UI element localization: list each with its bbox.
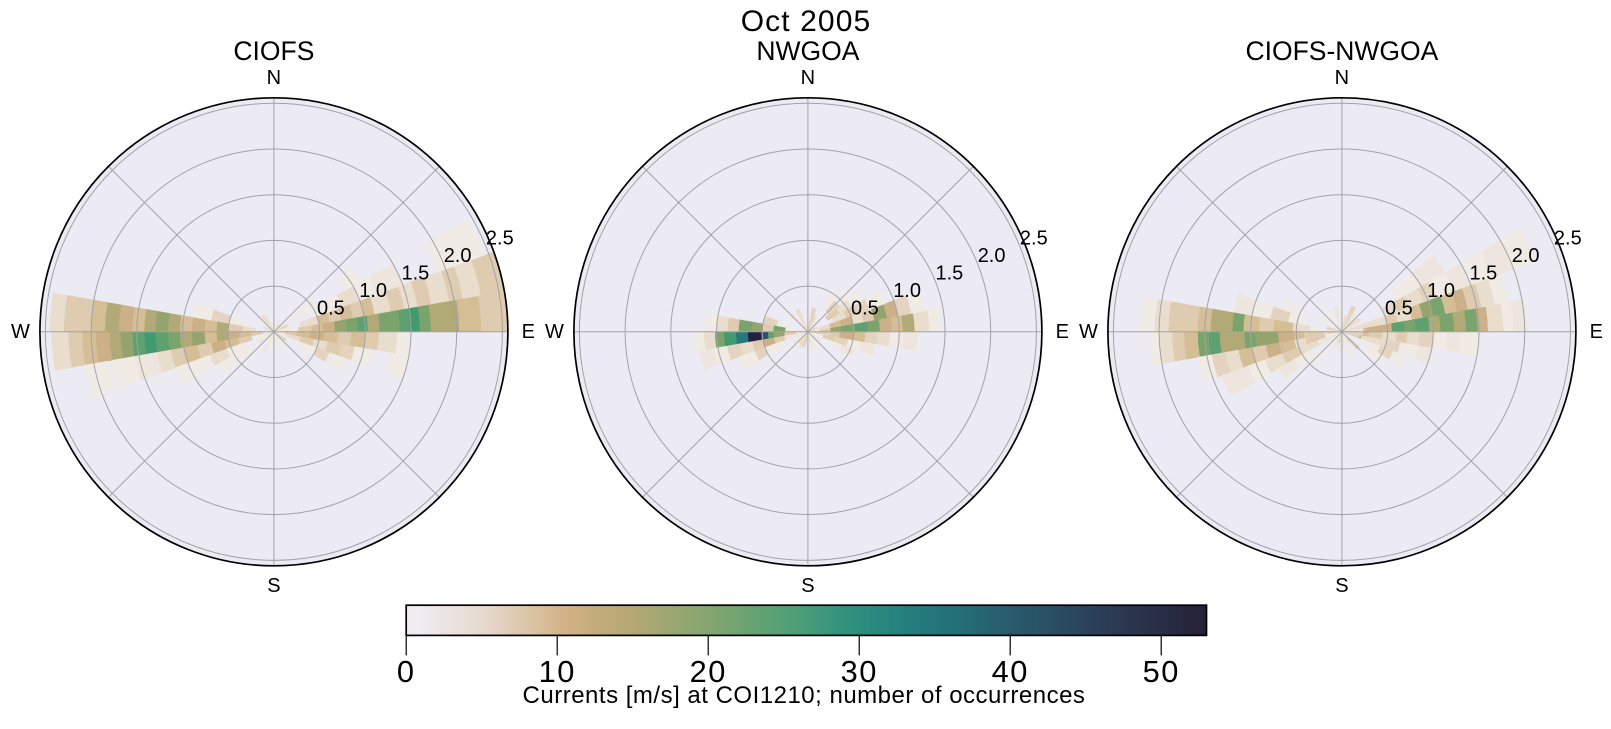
svg-text:2.0: 2.0: [1512, 245, 1540, 267]
svg-text:N: N: [1335, 67, 1349, 89]
svg-text:E: E: [1590, 321, 1603, 343]
svg-text:W: W: [11, 321, 30, 343]
svg-text:2.5: 2.5: [1020, 228, 1048, 250]
svg-text:0.5: 0.5: [317, 298, 345, 320]
svg-text:1.0: 1.0: [359, 280, 387, 302]
svg-text:2.0: 2.0: [444, 245, 472, 267]
svg-text:S: S: [801, 575, 814, 597]
svg-text:N: N: [801, 67, 815, 89]
svg-text:E: E: [1056, 321, 1069, 343]
svg-text:1.5: 1.5: [401, 263, 429, 285]
svg-text:10: 10: [539, 654, 576, 689]
svg-text:W: W: [545, 321, 564, 343]
svg-text:N: N: [267, 67, 281, 89]
svg-text:1.5: 1.5: [1469, 263, 1497, 285]
svg-text:2.5: 2.5: [1554, 228, 1582, 250]
svg-text:20: 20: [690, 654, 727, 689]
svg-text:0.5: 0.5: [1385, 298, 1413, 320]
svg-text:2.0: 2.0: [978, 245, 1006, 267]
svg-text:1.0: 1.0: [893, 280, 921, 302]
svg-text:40: 40: [992, 654, 1029, 689]
svg-text:W: W: [1079, 321, 1098, 343]
svg-text:S: S: [267, 575, 280, 597]
svg-text:S: S: [1335, 575, 1348, 597]
svg-text:CIOFS-NWGOA: CIOFS-NWGOA: [1245, 36, 1438, 66]
svg-text:1.5: 1.5: [935, 263, 963, 285]
svg-text:E: E: [522, 321, 535, 343]
svg-text:NWGOA: NWGOA: [756, 36, 859, 66]
svg-text:Currents [m/s] at COI1210; num: Currents [m/s] at COI1210; number of occ…: [523, 682, 1086, 709]
svg-text:2.5: 2.5: [486, 228, 514, 250]
svg-text:0: 0: [397, 654, 416, 689]
svg-text:50: 50: [1143, 654, 1180, 689]
svg-text:CIOFS: CIOFS: [233, 36, 314, 66]
svg-text:Oct 2005: Oct 2005: [741, 5, 872, 38]
svg-text:1.0: 1.0: [1427, 280, 1455, 302]
svg-text:0.5: 0.5: [851, 298, 879, 320]
svg-text:30: 30: [841, 654, 878, 689]
